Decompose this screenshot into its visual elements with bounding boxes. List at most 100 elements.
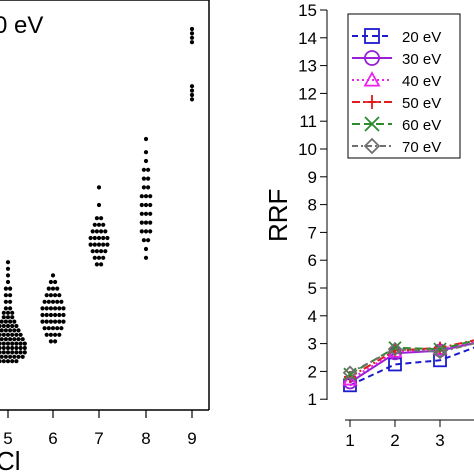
right-y-tick-label: 4 [308,307,317,326]
data-point [139,202,144,208]
data-point [0,359,2,364]
data-point [94,262,99,267]
data-point [48,279,54,285]
data-point [61,319,66,324]
series-line [349,342,474,374]
data-point [50,286,56,291]
data-point [189,31,195,36]
data-point [1,350,6,355]
data-point [18,332,23,337]
data-point [1,345,6,351]
right-y-tick-label: 8 [308,196,317,215]
data-point [12,328,17,333]
right-y-tick-label: 3 [308,335,317,354]
data-point [48,319,54,324]
data-point [92,222,97,227]
data-point [189,26,195,32]
right-x-axis: 1 2 3 [345,420,445,450]
right-y-tick-label: 15 [298,1,317,20]
data-point [146,176,151,181]
data-point [46,299,51,304]
data-point [1,332,6,337]
data-point [59,299,64,304]
data-point [40,319,45,324]
circle-marker [364,50,380,66]
data-point [44,306,49,311]
data-point [139,229,144,234]
data-point [103,249,108,254]
data-point [0,319,4,324]
right-y-tick-label: 14 [298,29,317,48]
data-point [46,286,51,291]
data-point [5,279,11,285]
data-point [53,312,58,318]
data-point [143,202,149,208]
data-point [146,238,151,243]
data-point [92,235,97,241]
legend-label: 60 eV [402,117,441,134]
left-x-tick-label: 7 [94,429,103,448]
data-point [14,345,19,351]
data-point [48,332,54,337]
data-point [12,319,17,324]
left-x-tick-label: 5 [3,429,12,448]
data-point [53,319,58,324]
data-point [14,341,19,346]
data-point [5,266,11,271]
data-point [94,249,99,254]
data-point [143,136,149,142]
data-point [5,345,11,351]
triangle-marker [342,371,358,386]
data-point [5,323,11,329]
left-x-tick-label: 6 [48,429,57,448]
data-point [90,229,95,234]
right-y-axis-label: RRF [263,189,293,242]
data-point [53,279,58,285]
data-point [139,211,144,216]
data-point [22,341,27,346]
data-point [55,326,60,331]
data-point [59,326,64,331]
right-y-tick-label: 6 [308,251,317,270]
data-point [55,299,60,304]
data-point [16,354,21,359]
data-point [96,222,102,227]
data-point [143,229,149,234]
data-point [189,35,195,40]
data-point [143,194,149,199]
right-y-tick-label: 12 [298,84,317,103]
legend-label: 70 eV [402,139,441,156]
data-point [50,299,56,304]
left-x-tick-label: 8 [141,429,150,448]
data-point [1,359,6,364]
data-point [0,341,2,346]
data-point [14,350,19,355]
right-y-tick-label: 7 [308,223,317,242]
data-point [8,293,13,298]
data-point [10,345,15,351]
data-point [18,350,23,355]
data-point [10,332,15,337]
data-point [96,185,102,190]
data-point [5,359,11,364]
data-point [3,306,8,311]
data-point [8,354,13,359]
data-point [146,167,151,172]
data-point [5,315,11,320]
data-point [0,354,4,359]
data-point [10,315,15,320]
data-point [189,92,195,98]
data-point [16,328,21,333]
data-point [53,339,58,344]
data-point [146,185,151,190]
plus-marker [365,95,379,109]
data-point [5,341,11,346]
data-point [148,202,153,208]
legend-label: 30 eV [402,51,441,68]
data-point [105,235,110,241]
data-point [18,345,23,351]
data-point [0,328,4,333]
data-point [20,354,25,359]
data-point [57,319,62,324]
